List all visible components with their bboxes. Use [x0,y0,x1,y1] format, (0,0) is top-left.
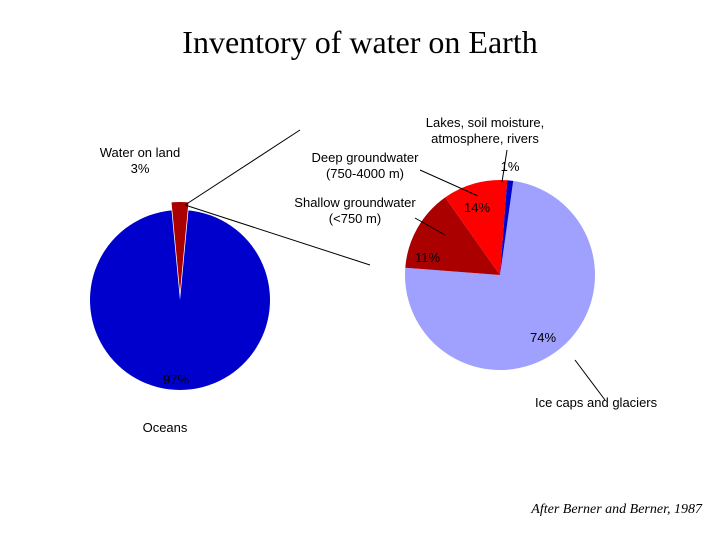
label-oceans-pct: 97% [163,372,189,387]
label-deep-line1: Deep groundwater [312,150,419,165]
leader-line [185,130,300,205]
leader-line [575,360,605,400]
label-shallow-line2: (<750 m) [329,211,381,226]
label-deep: Deep groundwater (750-4000 m) [290,150,440,181]
label-water-on-land: Water on land 3% [80,145,200,176]
label-lakes-line2: atmosphere, rivers [431,131,539,146]
citation: After Berner and Berner, 1987 [531,502,702,518]
label-lakes-line1: Lakes, soil moisture, [426,115,545,130]
label-deep-pct: 14% [464,200,490,215]
label-lakes-pct: 1% [490,159,530,175]
label-oceans: Oceans [105,420,225,436]
label-shallow-pct: 11% [415,250,440,265]
label-shallow: Shallow groundwater (<750 m) [270,195,440,226]
label-water-on-land-pct: 3% [131,161,150,176]
chart-canvas [0,0,720,540]
label-lakes: Lakes, soil moisture, atmosphere, rivers [395,115,575,146]
label-water-on-land-text: Water on land [100,145,180,160]
label-shallow-line1: Shallow groundwater [294,195,415,210]
label-deep-line2: (750-4000 m) [326,166,404,181]
label-ice-pct: 74% [530,330,556,345]
label-ice: Ice caps and glaciers [535,395,705,411]
